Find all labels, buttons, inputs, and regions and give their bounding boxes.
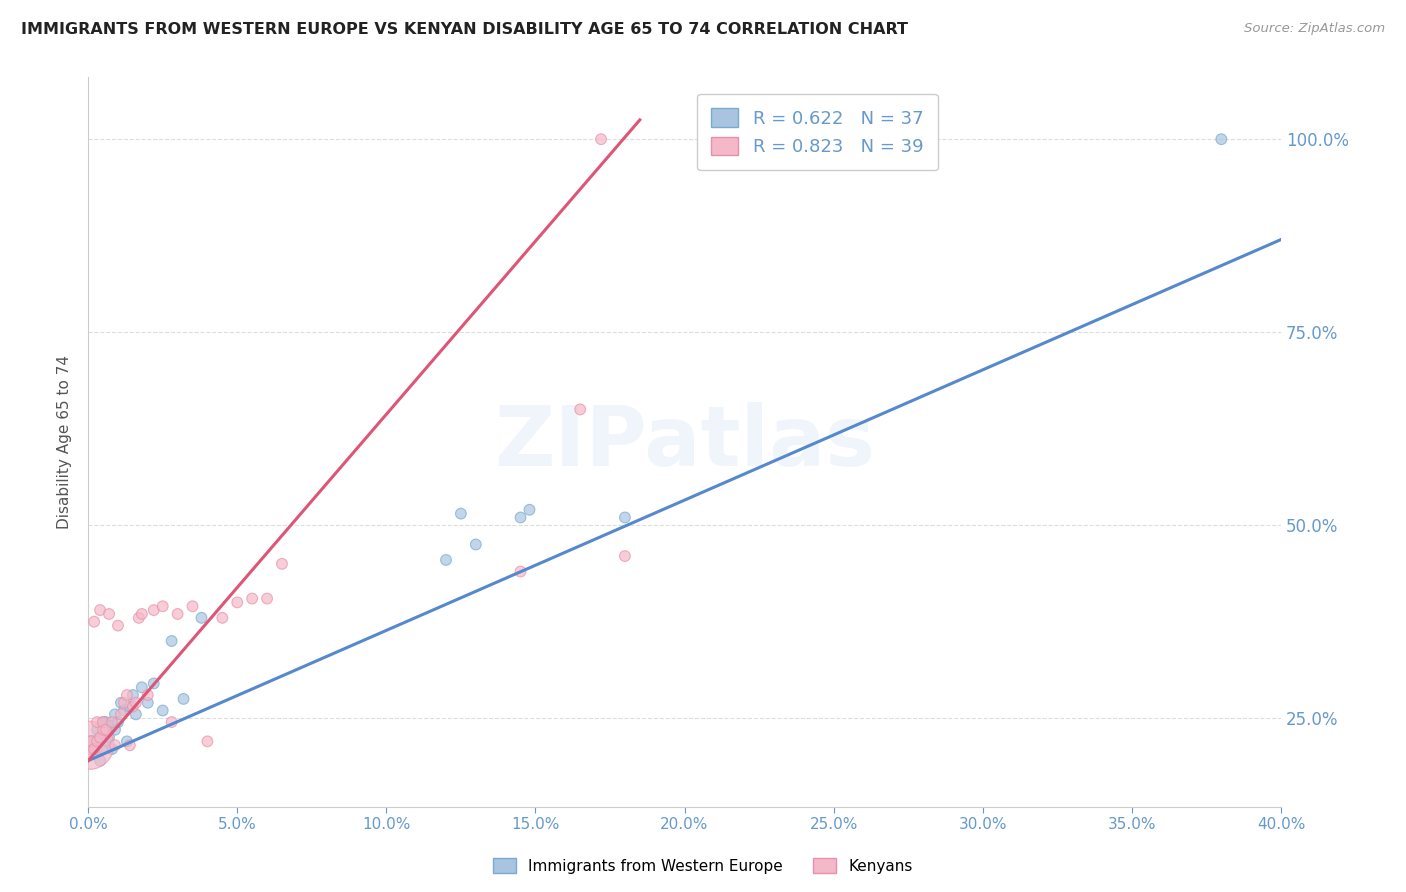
Point — [104, 707, 127, 722]
Point — [152, 704, 174, 718]
Point — [160, 634, 183, 648]
Point — [98, 607, 121, 621]
Point — [83, 742, 105, 756]
Point — [118, 699, 141, 714]
Text: IMMIGRANTS FROM WESTERN EUROPE VS KENYAN DISABILITY AGE 65 TO 74 CORRELATION CHA: IMMIGRANTS FROM WESTERN EUROPE VS KENYAN… — [21, 22, 908, 37]
Point — [125, 696, 148, 710]
Point — [91, 714, 114, 729]
Point — [142, 676, 165, 690]
Point — [271, 557, 294, 571]
Legend: Immigrants from Western Europe, Kenyans: Immigrants from Western Europe, Kenyans — [486, 852, 920, 880]
Point — [450, 507, 472, 521]
Y-axis label: Disability Age 65 to 74: Disability Age 65 to 74 — [58, 355, 72, 529]
Point — [118, 738, 141, 752]
Point — [112, 696, 135, 710]
Point — [89, 603, 111, 617]
Point — [131, 607, 153, 621]
Point — [509, 565, 531, 579]
Point — [142, 603, 165, 617]
Point — [79, 738, 101, 752]
Point — [613, 510, 636, 524]
Point — [83, 734, 105, 748]
Point — [434, 553, 457, 567]
Point — [83, 615, 105, 629]
Point — [125, 707, 148, 722]
Point — [136, 696, 159, 710]
Point — [101, 742, 124, 756]
Point — [519, 502, 541, 516]
Point — [464, 537, 486, 551]
Point — [115, 734, 138, 748]
Point — [226, 595, 249, 609]
Point — [197, 734, 219, 748]
Point — [181, 599, 204, 614]
Point — [94, 714, 117, 729]
Point — [91, 714, 114, 729]
Point — [240, 591, 263, 606]
Point — [112, 704, 135, 718]
Point — [589, 132, 612, 146]
Point — [122, 699, 145, 714]
Point — [94, 723, 117, 737]
Legend: R = 0.622   N = 37, R = 0.823   N = 39: R = 0.622 N = 37, R = 0.823 N = 39 — [697, 94, 938, 170]
Point — [128, 611, 150, 625]
Point — [160, 714, 183, 729]
Point — [98, 731, 121, 745]
Point — [136, 688, 159, 702]
Point — [80, 734, 103, 748]
Point — [115, 688, 138, 702]
Text: ZIPatlas: ZIPatlas — [494, 401, 875, 483]
Point — [107, 714, 129, 729]
Point — [86, 742, 108, 756]
Point — [80, 738, 103, 752]
Point — [86, 734, 108, 748]
Point — [86, 714, 108, 729]
Point — [173, 692, 195, 706]
Point — [91, 742, 114, 756]
Point — [166, 607, 188, 621]
Point — [98, 719, 121, 733]
Point — [152, 599, 174, 614]
Point — [211, 611, 233, 625]
Point — [110, 696, 132, 710]
Point — [1211, 132, 1233, 146]
Point — [89, 731, 111, 745]
Point — [89, 731, 111, 745]
Point — [110, 707, 132, 722]
Point — [509, 510, 531, 524]
Point — [122, 688, 145, 702]
Point — [569, 402, 592, 417]
Point — [613, 549, 636, 563]
Point — [89, 754, 111, 768]
Point — [190, 611, 212, 625]
Point — [104, 738, 127, 752]
Point — [101, 714, 124, 729]
Point — [94, 734, 117, 748]
Point — [131, 681, 153, 695]
Point — [86, 723, 108, 737]
Point — [107, 618, 129, 632]
Text: Source: ZipAtlas.com: Source: ZipAtlas.com — [1244, 22, 1385, 36]
Point — [256, 591, 278, 606]
Point — [101, 719, 124, 733]
Point — [104, 723, 127, 737]
Point — [91, 723, 114, 737]
